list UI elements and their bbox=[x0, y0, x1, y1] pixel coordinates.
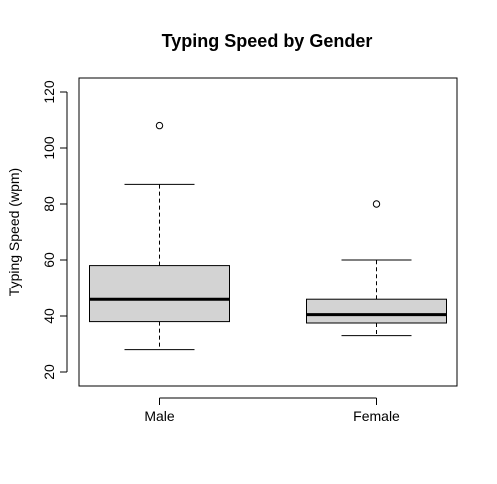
outlier-point bbox=[372, 200, 381, 208]
x-tick-label: Male bbox=[144, 408, 175, 424]
y-axis-label: Typing Speed (wpm) bbox=[6, 168, 22, 296]
y-tick-label: 40 bbox=[41, 308, 57, 324]
y-tick-label: 120 bbox=[41, 80, 57, 104]
outlier-point bbox=[155, 121, 164, 130]
box-male bbox=[89, 121, 230, 351]
iqr-box bbox=[306, 298, 447, 324]
y-tick-label: 20 bbox=[41, 364, 57, 380]
x-tick-label: Female bbox=[353, 408, 400, 424]
plot-frame bbox=[78, 77, 458, 387]
box-female bbox=[306, 200, 447, 337]
x-axis: Male Female bbox=[144, 397, 400, 424]
chart-title: Typing Speed by Gender bbox=[162, 31, 373, 51]
y-tick-label: 80 bbox=[41, 196, 57, 212]
boxes bbox=[89, 121, 447, 351]
y-axis: 20 40 60 80 100 120 bbox=[41, 80, 68, 380]
y-tick-label: 100 bbox=[41, 136, 57, 160]
iqr-box bbox=[89, 265, 230, 323]
y-tick-label: 60 bbox=[41, 252, 57, 268]
